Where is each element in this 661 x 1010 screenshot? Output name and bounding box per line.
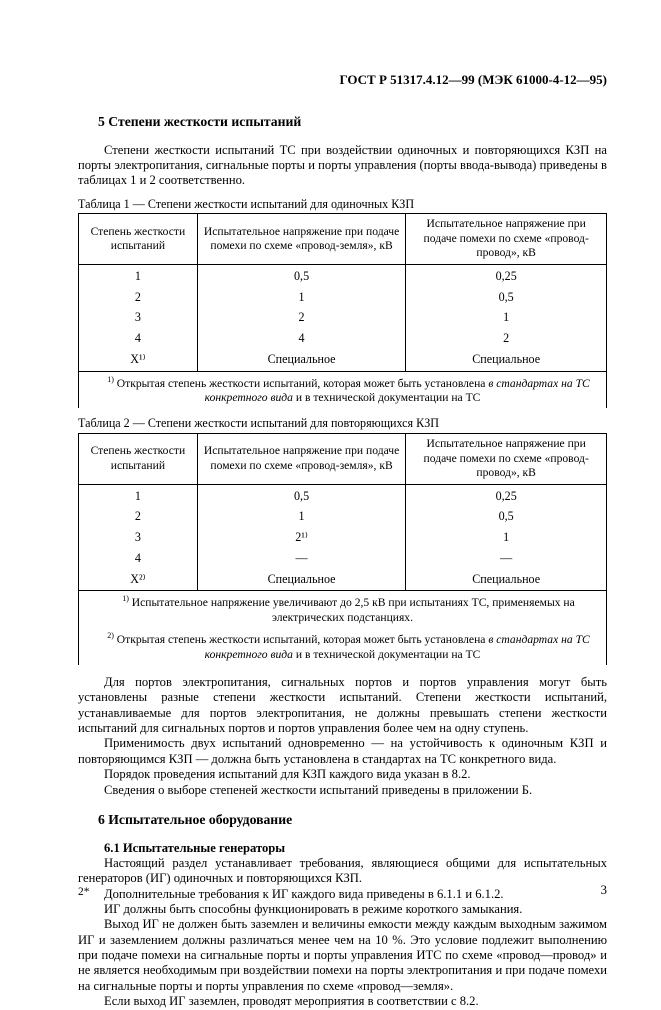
s6-p2: Дополнительные требования к ИГ каждого в… xyxy=(78,887,607,902)
section-6-1-title: 6.1 Испытательные генераторы xyxy=(78,841,607,856)
t2r2c2: 1 xyxy=(197,506,406,527)
t1r4c2: 4 xyxy=(197,328,406,349)
t2r2c1: 2 xyxy=(79,506,198,527)
table2-body: 1 0,5 0,25 2 1 0,5 3 2¹⁾ 1 4 — — X²⁾ Спе xyxy=(79,484,607,665)
t2-note2-a: Открытая степень жесткости испытаний, ко… xyxy=(114,633,488,646)
table-row: 1 0,5 0,25 xyxy=(79,484,607,506)
t1r5c2: Специальное xyxy=(197,349,406,371)
table2: Степень жесткости испытаний Испытательно… xyxy=(78,433,607,665)
t1-note-b: и в технической документации на ТС xyxy=(293,391,480,404)
t2r1c1: 1 xyxy=(79,484,198,506)
t1-h2: Испытательное напряжение при подаче поме… xyxy=(197,214,406,264)
table-row: 1) Открытая степень жесткости испытаний,… xyxy=(79,371,607,408)
running-head: ГОСТ Р 51317.4.12—99 (МЭК 61000-4-12—95) xyxy=(78,72,607,88)
t1r3c1: 3 xyxy=(79,307,198,328)
section-6-title: 6 Испытательное оборудование xyxy=(98,812,607,829)
s6-p5: Если выход ИГ заземлен, проводят меропри… xyxy=(78,994,607,1009)
t2-note1: 1) Испытательное напряжение увеличивают … xyxy=(79,591,607,628)
t1r2c2: 1 xyxy=(197,287,406,308)
after-p3: Порядок проведения испытаний для КЗП каж… xyxy=(78,767,607,782)
table-row: X¹⁾ Специальное Специальное xyxy=(79,349,607,371)
after-p4: Сведения о выборе степеней жесткости исп… xyxy=(78,783,607,798)
table1-head: Степень жесткости испытаний Испытательно… xyxy=(79,214,607,264)
s6-p4: Выход ИГ не должен быть заземлен и велич… xyxy=(78,917,607,994)
section-5-title: 5 Степени жесткости испытаний xyxy=(98,114,607,131)
t1r1c2: 0,5 xyxy=(197,264,406,286)
t2r1c2: 0,5 xyxy=(197,484,406,506)
table-row: X²⁾ Специальное Специальное xyxy=(79,569,607,591)
t2-note2-sup: 2) xyxy=(107,631,114,640)
t2-note2-b: и в технической документации на ТС xyxy=(293,648,480,661)
table-row: 2 1 0,5 xyxy=(79,287,607,308)
table-row: 3 2¹⁾ 1 xyxy=(79,527,607,548)
t1-note-a: Открытая степень жесткости испытаний, ко… xyxy=(114,376,488,389)
document-page: ГОСТ Р 51317.4.12—99 (МЭК 61000-4-12—95)… xyxy=(0,0,661,936)
t2-h3: Испытательное напряжение при подаче поме… xyxy=(406,434,607,484)
t1-note: 1) Открытая степень жесткости испытаний,… xyxy=(79,371,607,408)
s6-p3: ИГ должны быть способны функционировать … xyxy=(78,902,607,917)
t2r3c3: 1 xyxy=(406,527,607,548)
t2-note1-text: Испытательное напряжение увеличивают до … xyxy=(129,596,575,623)
page-number: 3 xyxy=(601,882,608,898)
t2r3c1: 3 xyxy=(79,527,198,548)
t2r4c3: — xyxy=(406,548,607,569)
table2-caption: Таблица 2 — Степени жесткости испытаний … xyxy=(78,416,607,431)
section-5-intro: Степени жесткости испытаний ТС при возде… xyxy=(78,143,607,189)
t2r4c2: — xyxy=(197,548,406,569)
t1r1c3: 0,25 xyxy=(406,264,607,286)
t2r5c2: Специальное xyxy=(197,569,406,591)
t1-h3: Испытательное напряжение при подаче поме… xyxy=(406,214,607,264)
after-p1: Для портов электропитания, сигнальных по… xyxy=(78,675,607,736)
t1r5c3: Специальное xyxy=(406,349,607,371)
table-row: 2) Открытая степень жесткости испытаний,… xyxy=(79,628,607,665)
table-row: 1) Испытательное напряжение увеличивают … xyxy=(79,591,607,628)
table2-head: Степень жесткости испытаний Испытательно… xyxy=(79,434,607,484)
t2-h1: Степень жесткости испытаний xyxy=(79,434,198,484)
table-row: 4 4 2 xyxy=(79,328,607,349)
t1r3c3: 1 xyxy=(406,307,607,328)
signature-mark: 2* xyxy=(78,886,89,900)
t1r3c2: 2 xyxy=(197,307,406,328)
table1: Степень жесткости испытаний Испытательно… xyxy=(78,213,607,408)
t2r1c3: 0,25 xyxy=(406,484,607,506)
t1r5c1: X¹⁾ xyxy=(79,349,198,371)
t1r4c1: 4 xyxy=(79,328,198,349)
t1r2c1: 2 xyxy=(79,287,198,308)
spacer xyxy=(78,665,607,675)
s6-p1: Настоящий раздел устанавливает требовани… xyxy=(78,856,607,887)
after-p2: Применимость двух испытаний одновременно… xyxy=(78,736,607,767)
t1r2c3: 0,5 xyxy=(406,287,607,308)
table-row: 3 2 1 xyxy=(79,307,607,328)
table-row: 2 1 0,5 xyxy=(79,506,607,527)
t2-h2: Испытательное напряжение при подаче поме… xyxy=(197,434,406,484)
t1-note-sup: 1) xyxy=(107,375,114,384)
t1r4c3: 2 xyxy=(406,328,607,349)
t1-h1: Степень жесткости испытаний xyxy=(79,214,198,264)
t2r4c1: 4 xyxy=(79,548,198,569)
table1-caption: Таблица 1 — Степени жесткости испытаний … xyxy=(78,197,607,212)
t2r5c1: X²⁾ xyxy=(79,569,198,591)
table-row: 4 — — xyxy=(79,548,607,569)
t2r3c2: 2¹⁾ xyxy=(197,527,406,548)
table-row: 1 0,5 0,25 xyxy=(79,264,607,286)
t2r5c3: Специальное xyxy=(406,569,607,591)
t2-note1-sup: 1) xyxy=(122,594,129,603)
table1-body: 1 0,5 0,25 2 1 0,5 3 2 1 4 4 2 X¹⁾ Специ xyxy=(79,264,607,408)
t1r1c1: 1 xyxy=(79,264,198,286)
t2-note2: 2) Открытая степень жесткости испытаний,… xyxy=(79,628,607,665)
t2r2c3: 0,5 xyxy=(406,506,607,527)
